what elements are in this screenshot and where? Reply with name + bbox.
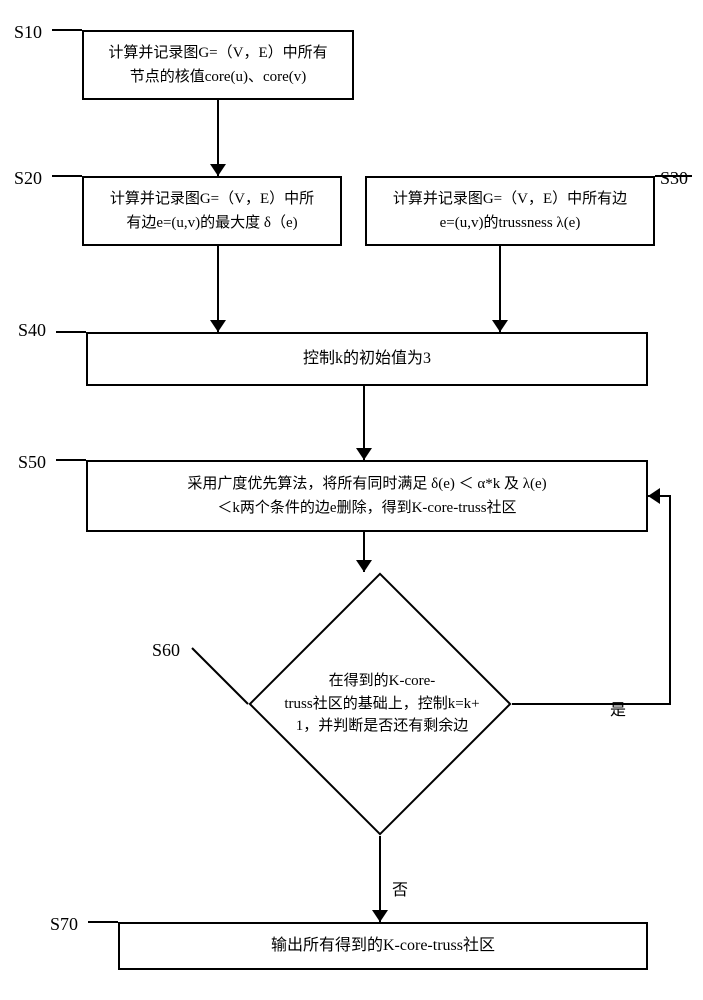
node-s60-text: 在得到的K-core-truss社区的基础上，控制k=k+1，并判断是否还有剩余… — [258, 644, 506, 764]
label-s60: S60 — [152, 640, 180, 661]
node-s40-text: 控制k的初始值为3 — [303, 346, 431, 372]
node-s20-text: 计算并记录图G=（V，E）中所有边e=(u,v)的最大度 δ（e) — [110, 187, 314, 235]
node-s50: 采用广度优先算法，将所有同时满足 δ(e) ＜ α*k 及 λ(e)＜k两个条件… — [86, 460, 648, 532]
label-s50: S50 — [18, 452, 46, 473]
node-s40: 控制k的初始值为3 — [86, 332, 648, 386]
node-s70-text: 输出所有得到的K-core-truss社区 — [271, 933, 495, 959]
node-s70: 输出所有得到的K-core-truss社区 — [118, 922, 648, 970]
node-s50-text: 采用广度优先算法，将所有同时满足 δ(e) ＜ α*k 及 λ(e)＜k两个条件… — [187, 472, 546, 520]
node-s10-text: 计算并记录图G=（V，E）中所有节点的核值core(u)、core(v) — [108, 41, 327, 89]
edge-label-no: 否 — [392, 876, 408, 900]
label-s30: S30 — [660, 168, 688, 189]
edge-label-yes: 是 — [610, 696, 626, 720]
label-s20: S20 — [14, 168, 42, 189]
label-s10: S10 — [14, 22, 42, 43]
node-s30: 计算并记录图G=（V，E）中所有边e=(u,v)的trussness λ(e) — [365, 176, 655, 246]
node-s10: 计算并记录图G=（V，E）中所有节点的核值core(u)、core(v) — [82, 30, 354, 100]
node-s30-text: 计算并记录图G=（V，E）中所有边e=(u,v)的trussness λ(e) — [393, 187, 627, 235]
label-s40: S40 — [18, 320, 46, 341]
label-s70: S70 — [50, 914, 78, 935]
node-s20: 计算并记录图G=（V，E）中所有边e=(u,v)的最大度 δ（e) — [82, 176, 342, 246]
